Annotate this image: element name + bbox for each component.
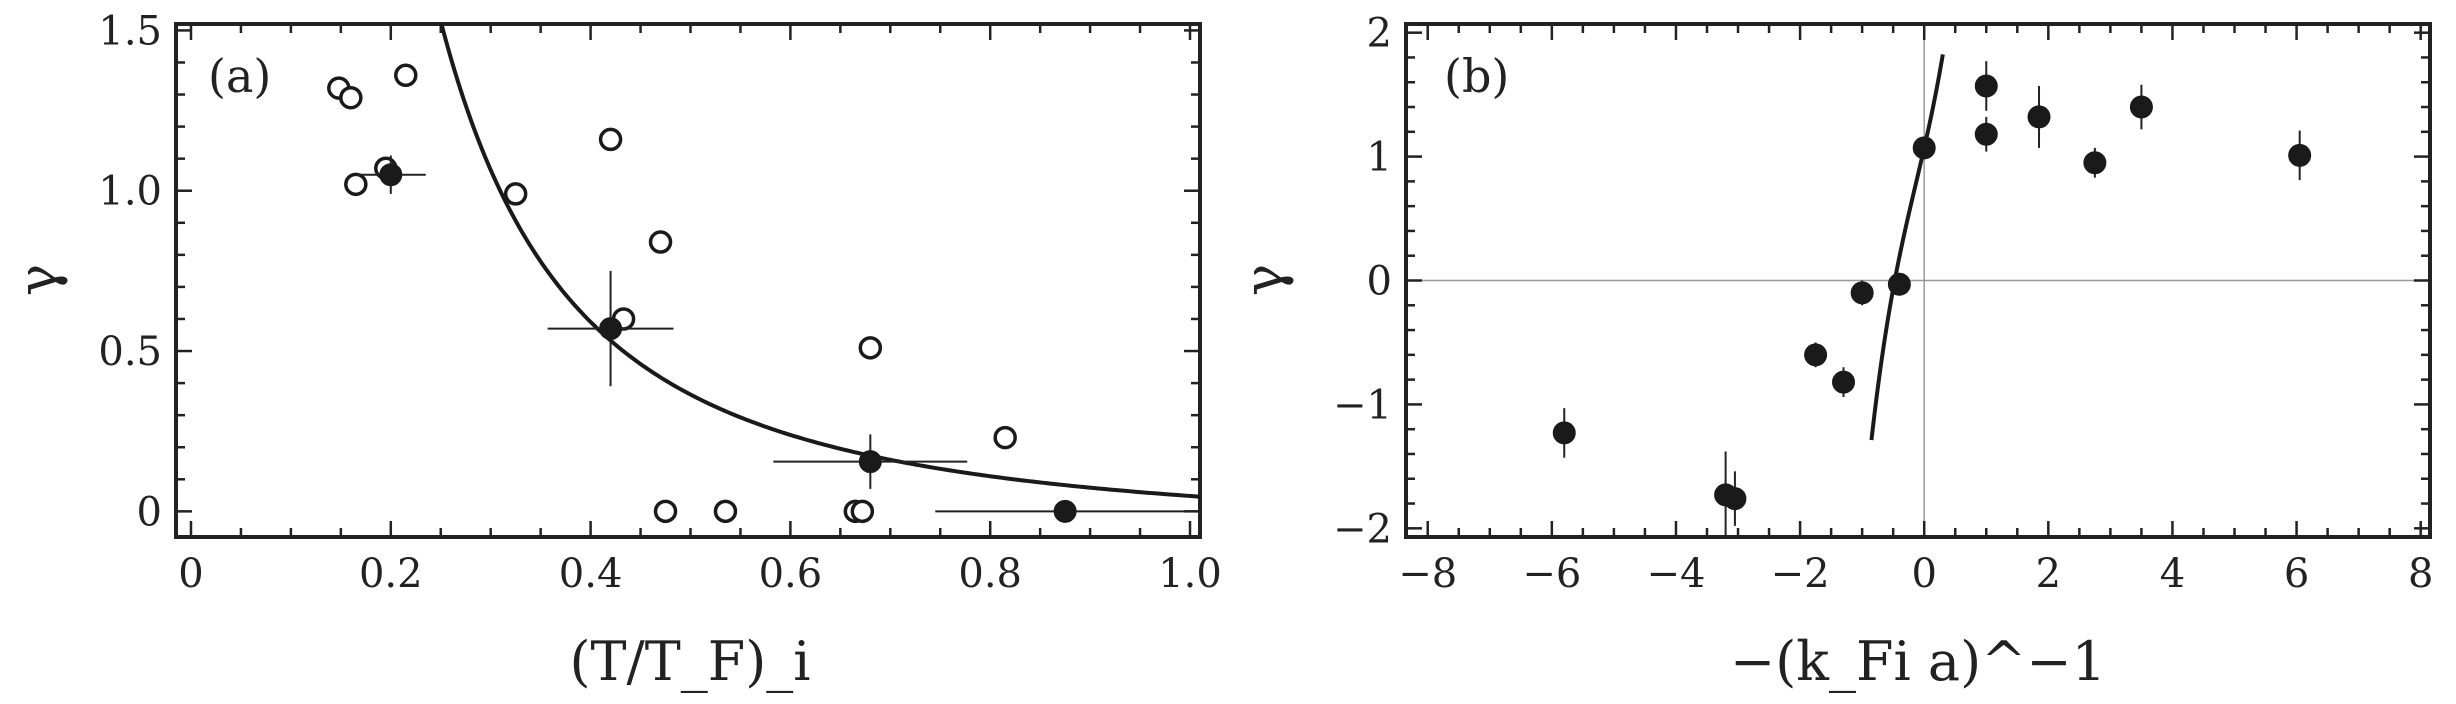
panel-b-data-point	[1850, 280, 1874, 306]
panel-b-x-tick-label: 0	[1911, 551, 1936, 597]
panel-b-data-point	[1804, 342, 1828, 368]
panel-b-reference-lines	[1406, 24, 2430, 537]
panel-b-data-point	[2083, 147, 2107, 178]
panel-a-plot-frame	[174, 22, 1202, 539]
panel-a-x-tick-label: 0	[178, 551, 203, 597]
panel-a-data-point	[344, 172, 368, 197]
panel-b-data-point	[2288, 130, 2312, 181]
panel-b-x-tick-label: −4	[1646, 551, 1705, 597]
panel-a-xlabel: (T/T_F)_i	[569, 630, 810, 693]
panel-a-label: (a)	[208, 49, 271, 103]
panel-a-x-tick-label: 0.2	[359, 551, 423, 597]
panel-b-y-tick-label: −2	[1333, 506, 1392, 552]
panel-a: (a) 0 0.2 0.4 0.6 0.8 1.0 0 0.5 1.0 1.5 γ (T/T_F)…	[6, 8, 1222, 693]
panel-a-y-tick-label: 1.0	[98, 169, 162, 215]
panel-b-data-point	[1912, 136, 1936, 160]
panel-a-x-tick-label: 1.0	[1158, 551, 1222, 597]
panel-b-xlabel: −(k_Fi a)^−1	[1730, 630, 2106, 693]
panel-a-data-point	[547, 270, 674, 387]
panel-b-x-tick-label: 4	[2160, 551, 2185, 597]
panel-a-data-point	[503, 182, 528, 206]
panel-b-model-curve	[1869, 54, 1945, 441]
panel-a-data-point	[773, 434, 968, 489]
panel-b-data-point	[1832, 367, 1856, 397]
panel-a-model-curve	[439, 24, 1200, 499]
panel-b-x-tick-label: −6	[1522, 551, 1581, 597]
panel-b-y-tick-label: −1	[1333, 382, 1392, 428]
panel-b-x-tick-label: 6	[2284, 551, 2309, 597]
panel-a-points	[327, 63, 1196, 524]
panel-b-data-point	[1887, 272, 1911, 296]
panel-a-x-tick-label: 0.4	[559, 551, 623, 597]
panel-b-data-point	[2129, 84, 2153, 130]
panel-a-y-tick-label: 1.5	[98, 8, 162, 54]
panel-a-y-tick-label: 0	[137, 489, 162, 535]
panel-b-x-tick-label: 8	[2408, 551, 2433, 597]
panel-b-data-point	[2027, 85, 2051, 148]
panel-b-y-tick-label: 0	[1367, 259, 1392, 305]
panel-b-x-tick-label: −2	[1771, 551, 1830, 597]
panel-b-label: (b)	[1444, 49, 1509, 103]
panel-b-y-tick-label: 1	[1367, 135, 1392, 181]
panel-b-x-tick-label: −8	[1398, 551, 1457, 597]
panel-b-ticks: −8 −6 −4 −2 0 2 4 6 8 −2 −1 0 1 2	[1333, 11, 2433, 597]
panel-a-data-point	[713, 499, 738, 524]
panel-b-data-point	[1974, 61, 1998, 111]
panel-a-data-point	[850, 499, 875, 524]
panel-a-data-point	[993, 425, 1017, 450]
panel-b-x-tick-label: 2	[2036, 551, 2061, 597]
panel-a-data-point	[653, 499, 678, 524]
panel-b-points	[1552, 61, 2312, 537]
panel-b-model-curve-line	[1869, 54, 1945, 441]
panel-a-data-point	[858, 336, 883, 360]
panel-b-y-tick-label: 2	[1367, 11, 1392, 57]
panel-b-ylabel: γ	[1232, 264, 1295, 296]
panel-a-data-point	[598, 127, 623, 152]
panel-a-data-point	[648, 230, 673, 254]
panel-a-data-point	[339, 85, 363, 110]
panel-a-data-point	[935, 499, 1196, 523]
panel-a-model-curve-line	[439, 24, 1200, 499]
panel-a-data-point	[355, 155, 426, 194]
panel-a-y-tick-label: 0.5	[98, 329, 162, 375]
panel-a-ylabel: γ	[6, 264, 69, 296]
panel-a-x-tick-label: 0.8	[958, 551, 1022, 597]
panel-a-ticks: 0 0.2 0.4 0.6 0.8 1.0 0 0.5 1.0 1.5	[98, 8, 1221, 597]
panel-a-x-tick-label: 0.6	[759, 551, 823, 597]
panel-b-data-point	[1974, 116, 1998, 152]
panel-a-data-point	[394, 63, 418, 88]
panel-b-data-point	[1552, 408, 1576, 458]
panel-b-data-point	[1723, 471, 1747, 526]
panel-b: (b) −8 −6 −4 −2 0 2 4 6 8 −2 −1 0 1 2 γ −(k_Fi a)^−1	[1232, 11, 2433, 693]
